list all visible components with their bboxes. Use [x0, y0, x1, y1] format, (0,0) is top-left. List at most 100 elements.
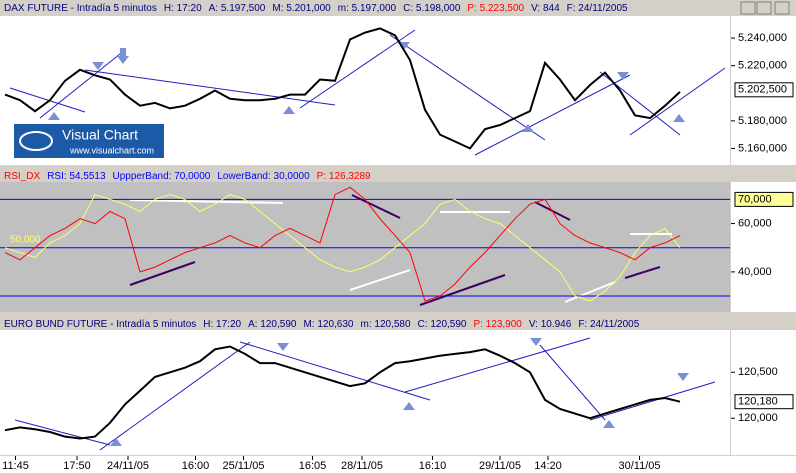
logo-bg — [14, 124, 164, 158]
last-value-label: 120,180 — [738, 396, 778, 408]
y-tick-label: 5.240,000 — [738, 32, 787, 44]
trend-line — [629, 67, 726, 136]
price-line — [4, 345, 681, 440]
y-tick-label: 5.220,000 — [738, 60, 787, 72]
header-item: A: 120,590 — [248, 319, 297, 330]
trend-line — [9, 87, 86, 113]
last-value-box — [734, 82, 794, 98]
arrow-up — [603, 420, 615, 428]
y-tick-label: 5.160,000 — [738, 142, 787, 154]
x-tick-label: 28/11/05 — [341, 460, 383, 472]
trend-line — [539, 344, 606, 421]
header-item: P: 5.223,500 — [467, 3, 524, 14]
logo-url: www.visualchart.com — [69, 145, 154, 155]
trend-lines — [9, 29, 726, 451]
arrow-down — [117, 48, 129, 64]
logo: Visual Chart www.visualchart.com — [14, 124, 164, 158]
x-tick-label: 25/11/05 — [222, 460, 264, 472]
last-value-label: 5.202,500 — [738, 84, 787, 96]
window-buttons — [740, 1, 790, 15]
trend-line — [299, 29, 416, 109]
header-item: V: 10.946 — [529, 319, 572, 330]
x-tick-label: 16:10 — [419, 460, 447, 472]
arrow-down — [677, 373, 689, 381]
panel-bg — [0, 330, 730, 455]
arrow-up — [522, 124, 534, 132]
arrow-down — [92, 62, 104, 70]
header-item: DAX FUTURE - Intradía 5 minutos — [4, 3, 157, 14]
x-tick-label: 11:45 — [2, 460, 29, 472]
header-item: m: 120,580 — [361, 319, 411, 330]
arrow-up — [673, 114, 685, 122]
trend-line — [474, 74, 631, 156]
header-item: RSI_DX — [4, 171, 40, 182]
header-item: F: 24/11/2005 — [578, 319, 639, 330]
minimize-button[interactable] — [740, 1, 756, 15]
trend-line — [389, 34, 546, 141]
header-item: m: 5.197,000 — [338, 3, 397, 14]
y-tick-label: 60,000 — [738, 217, 772, 229]
header-item: EURO BUND FUTURE - Intradía 5 minutos — [4, 319, 196, 330]
maximize-button[interactable] — [756, 1, 772, 15]
rsi-trend — [129, 199, 284, 204]
arrow-up — [283, 106, 295, 114]
arrow-down — [617, 72, 629, 80]
x-tick-label: 17:50 — [63, 460, 91, 472]
header-item: M: 5.201,000 — [272, 3, 331, 14]
arrow-up — [48, 112, 60, 120]
x-tick-label: 16:05 — [299, 460, 327, 472]
arrow-up — [403, 402, 415, 410]
last-value-box — [734, 191, 794, 207]
last-value-box — [734, 394, 794, 410]
x-tick-label: 29/11/05 — [479, 460, 521, 472]
header-item: H: 17:20 — [203, 319, 241, 330]
panel-header: RSI_DX RSI: 54,5513 UppperBand: 70,0000 Low… — [4, 171, 371, 182]
x-tick-label: 24/11/05 — [107, 460, 149, 472]
header-item: UppperBand: 70,0000 — [113, 171, 211, 182]
header-item: RSI: 54,5513 — [47, 171, 106, 182]
x-tick-label: 16:00 — [182, 460, 210, 472]
rsi-trend — [129, 261, 196, 286]
close-button[interactable] — [774, 1, 790, 15]
time-axis-bg — [0, 456, 796, 473]
header-item: V: 844 — [531, 3, 560, 14]
rsi-trend — [419, 274, 506, 306]
arrow-down — [530, 338, 542, 346]
rsi-trend — [624, 266, 661, 279]
trend-line — [99, 341, 251, 451]
y-tick-label: 5.180,000 — [738, 115, 787, 127]
panel-header: EURO BUND FUTURE - Intradía 5 minutos H: … — [4, 319, 640, 330]
arrow-up — [110, 438, 122, 446]
logo-icon — [19, 131, 53, 151]
header-item: M: 120,630 — [303, 319, 353, 330]
y-tick-label: 120,500 — [738, 366, 778, 378]
header-item: C: 120,590 — [418, 319, 467, 330]
header-item: P: 126,3289 — [317, 171, 371, 182]
x-tick-label: 30/11/05 — [618, 460, 660, 472]
y-tick-label: 120,000 — [738, 412, 778, 424]
trend-line — [589, 381, 716, 421]
arrow-down — [277, 343, 289, 351]
trend-line — [84, 69, 336, 106]
header-item: C: 5.198,000 — [403, 3, 461, 14]
trend-line — [39, 49, 126, 119]
axis-bg — [731, 330, 796, 455]
price-line — [4, 27, 681, 150]
band-label: 50,000 — [10, 234, 41, 245]
panel-bg — [0, 182, 730, 312]
trend-line — [14, 419, 111, 446]
panel-header: DAX FUTURE - Intradía 5 minutos H: 17:20 A… — [4, 3, 628, 14]
rsi-trend — [351, 194, 401, 219]
trend-line — [404, 337, 591, 393]
logo-name: Visual Chart — [62, 127, 138, 143]
price-line — [4, 186, 681, 302]
header-item: H: 17:20 — [164, 3, 202, 14]
last-value-label: 70,000 — [738, 193, 772, 205]
y-tick-label: 40,000 — [738, 266, 772, 278]
price-line — [4, 193, 681, 302]
x-tick-label: 14:20 — [534, 460, 562, 472]
rsi-trend — [349, 269, 411, 291]
header-item: LowerBand: 30,0000 — [217, 171, 310, 182]
